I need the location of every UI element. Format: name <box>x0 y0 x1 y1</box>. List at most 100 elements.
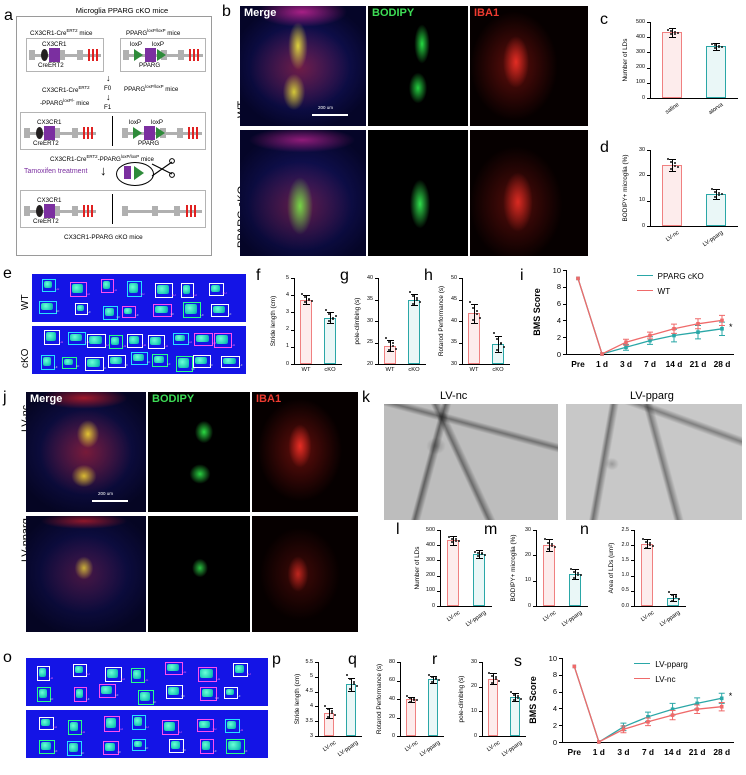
footprint-box <box>169 739 184 753</box>
data-point <box>335 314 337 317</box>
y-tick-label: 40 <box>367 274 373 281</box>
data-point <box>642 538 644 541</box>
micrograph-b-wt-merge: Merge 200 um <box>240 6 366 126</box>
y-axis-title: Area of LDs (um²) <box>608 542 615 594</box>
data-point <box>406 695 408 698</box>
footprint-box <box>126 334 144 349</box>
footprint-tag: LH <box>246 671 251 676</box>
y-tick-label: 45 <box>451 296 457 302</box>
data-point <box>678 597 680 600</box>
y-tick-label: 2 <box>552 720 557 730</box>
y-tick <box>315 736 318 738</box>
error-bar <box>479 550 480 558</box>
footprint-box <box>221 355 241 369</box>
error-bar <box>716 188 717 200</box>
y-tick <box>459 342 462 344</box>
error-cap <box>429 675 437 677</box>
footprint-tag: LH <box>113 287 118 292</box>
y-tick <box>563 354 566 356</box>
footprint-tag: LF <box>54 364 58 369</box>
error-bar <box>716 42 717 50</box>
footprint-box <box>108 334 124 350</box>
error-bar <box>329 708 330 718</box>
footprint-tag: LF <box>116 314 121 319</box>
y-tick <box>375 278 378 280</box>
y-tick <box>647 150 650 152</box>
panel-letter-k: k <box>362 389 370 406</box>
data-point <box>513 699 516 702</box>
footprint-tag: LF <box>243 749 248 753</box>
gait-track-o-nc: LH LF LH LF LH LF LH LF LH LF LH LF LH LF <box>26 658 268 706</box>
footprint <box>150 336 162 345</box>
a-row2-left-line1: CX3CR1-CreERT2 <box>42 85 90 95</box>
data-point <box>580 573 582 576</box>
y-tick-label: 20 <box>471 683 477 690</box>
error-cap <box>407 702 415 704</box>
footprint-box <box>108 354 126 369</box>
error-cap <box>712 188 720 190</box>
footprint <box>128 336 140 345</box>
y-tick-label: 2.5 <box>621 526 630 533</box>
y-tick <box>291 329 294 331</box>
footprint <box>199 720 210 729</box>
y-tick <box>375 364 378 366</box>
x-tick-label: 14 d <box>665 359 683 369</box>
line-series-layer <box>576 276 725 356</box>
x-category-label: LV-nc <box>640 610 656 624</box>
data-point <box>328 313 331 316</box>
footprint-tag: LF <box>182 747 187 752</box>
panel-letter-q: q <box>348 651 357 668</box>
a-f1-label: F1 <box>104 104 112 111</box>
y-tick <box>479 686 482 688</box>
footprint <box>70 721 79 731</box>
panel-a-title: Microglia PPARG cKO mice <box>75 6 169 15</box>
footprint <box>133 669 142 680</box>
bar-LV-pparg <box>345 684 357 736</box>
data-point <box>717 191 720 194</box>
a-gene-pparg-deleted <box>122 202 202 220</box>
footprint-tag: LF <box>200 312 204 317</box>
error-cap <box>545 539 553 541</box>
y-tick <box>315 691 318 693</box>
x-category-label: LV-nc <box>665 230 681 244</box>
scalebar-j <box>92 500 128 502</box>
footprint <box>157 284 169 295</box>
y-tick <box>315 662 318 664</box>
footprint <box>86 358 100 367</box>
y-tick-label: 10 <box>525 577 531 584</box>
y-tick-label: 8 <box>552 670 557 680</box>
footprint-box <box>41 354 56 370</box>
tem-membranes-nc <box>384 404 558 520</box>
data-point <box>573 576 576 579</box>
data-point <box>415 298 418 301</box>
x-axis <box>650 226 738 228</box>
x-tick-label: 7 d <box>641 747 655 757</box>
footprint <box>110 356 122 365</box>
data-point <box>412 295 415 298</box>
data-point <box>475 313 478 316</box>
y-tick-label: 80 <box>389 658 395 665</box>
y-axis-title: BODIPY+ microglia (%) <box>510 534 517 602</box>
x-tick-label: 21 d <box>688 747 706 757</box>
data-point <box>477 551 480 554</box>
footprint <box>201 689 213 697</box>
footprint-tag: LH <box>119 726 123 731</box>
y-tick-label: 400 <box>426 541 435 548</box>
data-point <box>391 344 394 347</box>
y-tick <box>631 606 634 608</box>
panel-letter-p: p <box>272 651 281 668</box>
footprint-box <box>131 738 146 752</box>
y-tick-label: 200 <box>636 64 645 71</box>
error-cap <box>449 535 457 537</box>
x-axis <box>462 364 510 366</box>
data-point <box>479 316 481 319</box>
panel-k-title-nc: LV-nc <box>440 390 468 402</box>
y-tick <box>315 721 318 723</box>
data-point <box>714 196 717 199</box>
x-category-label: LV-nc <box>446 610 462 624</box>
bar-saline <box>662 32 682 98</box>
footprint-tag: LF <box>53 748 58 753</box>
micrograph-j-nc-bodipy: BODIPY <box>148 392 250 512</box>
data-point <box>385 337 387 340</box>
data-point <box>331 316 334 319</box>
